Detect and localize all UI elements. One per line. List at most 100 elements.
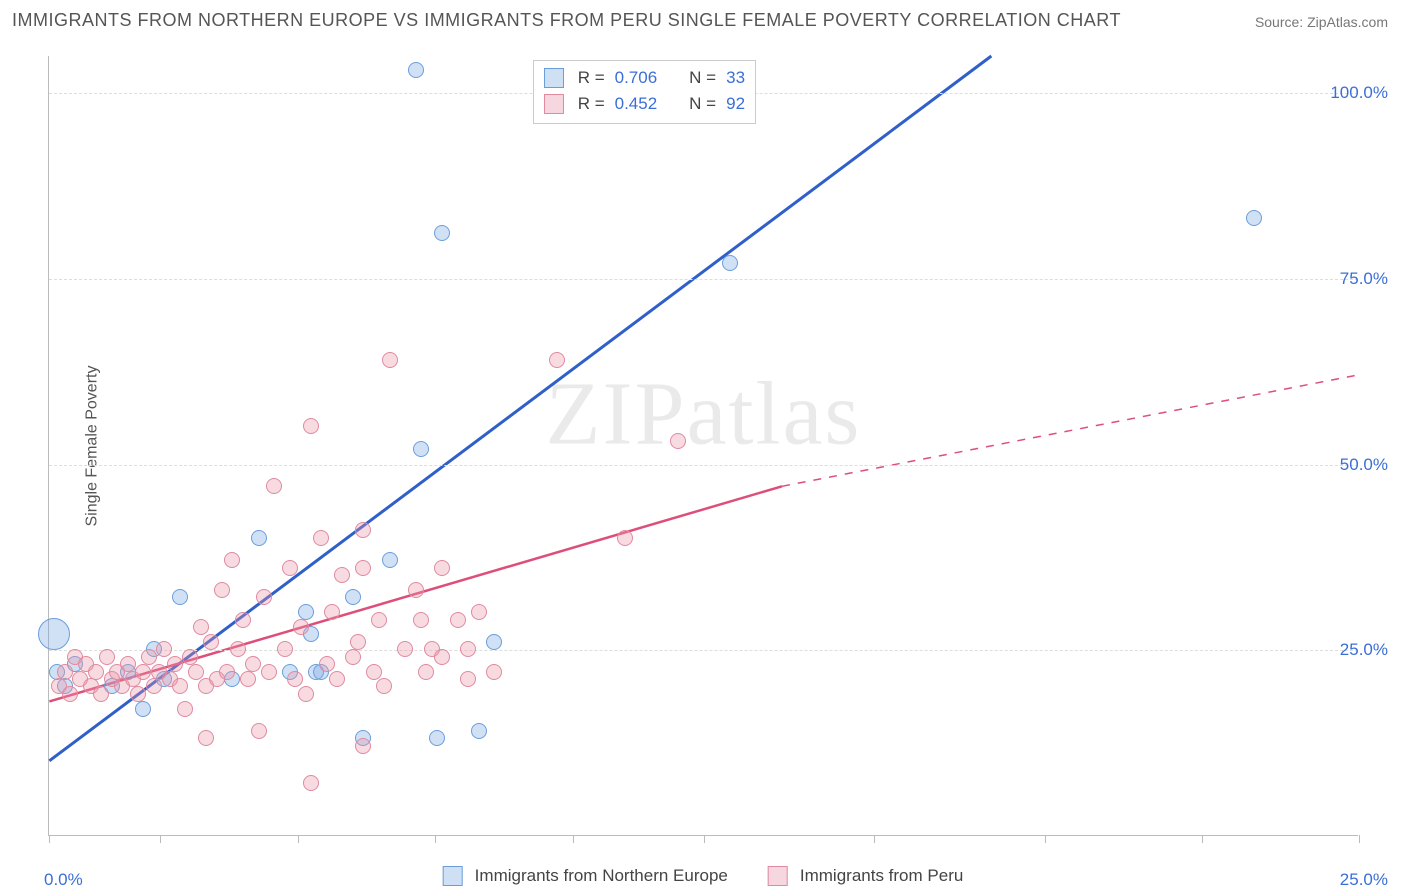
stats-row: R =0.706N =33	[544, 65, 745, 91]
scatter-point	[251, 723, 267, 739]
chart-container: IMMIGRANTS FROM NORTHERN EUROPE VS IMMIG…	[0, 0, 1406, 892]
scatter-point	[366, 664, 382, 680]
scatter-point	[245, 656, 261, 672]
stats-legend: R = 0.706 N = 33 R = 0.452 N = 92	[533, 60, 756, 124]
scatter-point	[287, 671, 303, 687]
y-tick-label: 25.0%	[1340, 640, 1388, 660]
scatter-point	[313, 530, 329, 546]
x-tick	[49, 835, 50, 843]
scatter-point	[434, 560, 450, 576]
scatter-point	[214, 582, 230, 598]
stat-r-value: 0.452	[615, 94, 658, 114]
scatter-point	[266, 478, 282, 494]
x-tick	[160, 835, 161, 843]
scatter-point	[99, 649, 115, 665]
scatter-point	[329, 671, 345, 687]
y-tick-label: 75.0%	[1340, 269, 1388, 289]
scatter-point	[193, 619, 209, 635]
legend-item: Immigrants from Northern Europe	[443, 866, 728, 886]
scatter-point	[355, 560, 371, 576]
gridline	[49, 465, 1358, 466]
source-label: Source: ZipAtlas.com	[1255, 14, 1388, 30]
scatter-point	[282, 560, 298, 576]
scatter-point	[303, 418, 319, 434]
x-tick	[704, 835, 705, 843]
scatter-point	[177, 701, 193, 717]
scatter-point	[408, 62, 424, 78]
stats-row: R = 0.452 N = 92	[544, 91, 745, 117]
scatter-point	[486, 664, 502, 680]
scatter-point	[277, 641, 293, 657]
stat-n-value: 92	[726, 94, 745, 114]
scatter-point	[57, 664, 73, 680]
x-tick	[435, 835, 436, 843]
scatter-point	[303, 775, 319, 791]
x-tick	[298, 835, 299, 843]
scatter-point	[182, 649, 198, 665]
stat-n-value: 33	[726, 68, 745, 88]
scatter-point	[146, 678, 162, 694]
scatter-point	[413, 441, 429, 457]
scatter-point	[460, 671, 476, 687]
scatter-point	[722, 255, 738, 271]
scatter-point	[198, 730, 214, 746]
scatter-point	[434, 649, 450, 665]
scatter-point	[350, 634, 366, 650]
scatter-point	[413, 612, 429, 628]
scatter-point	[471, 604, 487, 620]
scatter-point	[486, 634, 502, 650]
x-axis-min-label: 0.0%	[44, 870, 83, 890]
legend-swatch	[443, 866, 463, 886]
scatter-point	[319, 656, 335, 672]
scatter-point	[371, 612, 387, 628]
x-tick	[874, 835, 875, 843]
scatter-point	[450, 612, 466, 628]
scatter-point	[130, 686, 146, 702]
stat-r-label: R =	[578, 94, 605, 114]
scatter-point	[156, 641, 172, 657]
scatter-point	[434, 225, 450, 241]
trend-line-extension	[782, 375, 1358, 486]
scatter-point	[617, 530, 633, 546]
scatter-point	[135, 701, 151, 717]
scatter-point	[203, 634, 219, 650]
scatter-point	[355, 738, 371, 754]
legend-swatch	[768, 866, 788, 886]
scatter-point	[293, 619, 309, 635]
scatter-point	[256, 589, 272, 605]
stat-r-value: 0.706	[615, 68, 658, 88]
scatter-point	[324, 604, 340, 620]
x-tick	[573, 835, 574, 843]
scatter-point	[62, 686, 78, 702]
scatter-point	[345, 649, 361, 665]
scatter-point	[298, 686, 314, 702]
stat-n-label: N =	[689, 94, 716, 114]
scatter-point	[224, 552, 240, 568]
stat-n-label: N =	[689, 68, 716, 88]
x-tick	[1045, 835, 1046, 843]
scatter-point	[135, 664, 151, 680]
scatter-point	[261, 664, 277, 680]
scatter-point	[1246, 210, 1262, 226]
scatter-point	[172, 678, 188, 694]
scatter-point	[471, 723, 487, 739]
scatter-point	[251, 530, 267, 546]
x-axis-max-label: 25.0%	[1340, 870, 1388, 890]
scatter-point	[38, 618, 70, 650]
scatter-point	[334, 567, 350, 583]
x-tick	[1202, 835, 1203, 843]
scatter-point	[88, 664, 104, 680]
scatter-point	[345, 589, 361, 605]
scatter-point	[549, 352, 565, 368]
y-tick-label: 50.0%	[1340, 455, 1388, 475]
scatter-point	[408, 582, 424, 598]
scatter-point	[188, 664, 204, 680]
scatter-point	[240, 671, 256, 687]
scatter-point	[93, 686, 109, 702]
legend-label: Immigrants from Peru	[800, 866, 963, 886]
scatter-point	[355, 522, 371, 538]
scatter-point	[382, 552, 398, 568]
chart-title: IMMIGRANTS FROM NORTHERN EUROPE VS IMMIG…	[12, 10, 1121, 31]
x-tick	[1359, 835, 1360, 843]
scatter-point	[429, 730, 445, 746]
